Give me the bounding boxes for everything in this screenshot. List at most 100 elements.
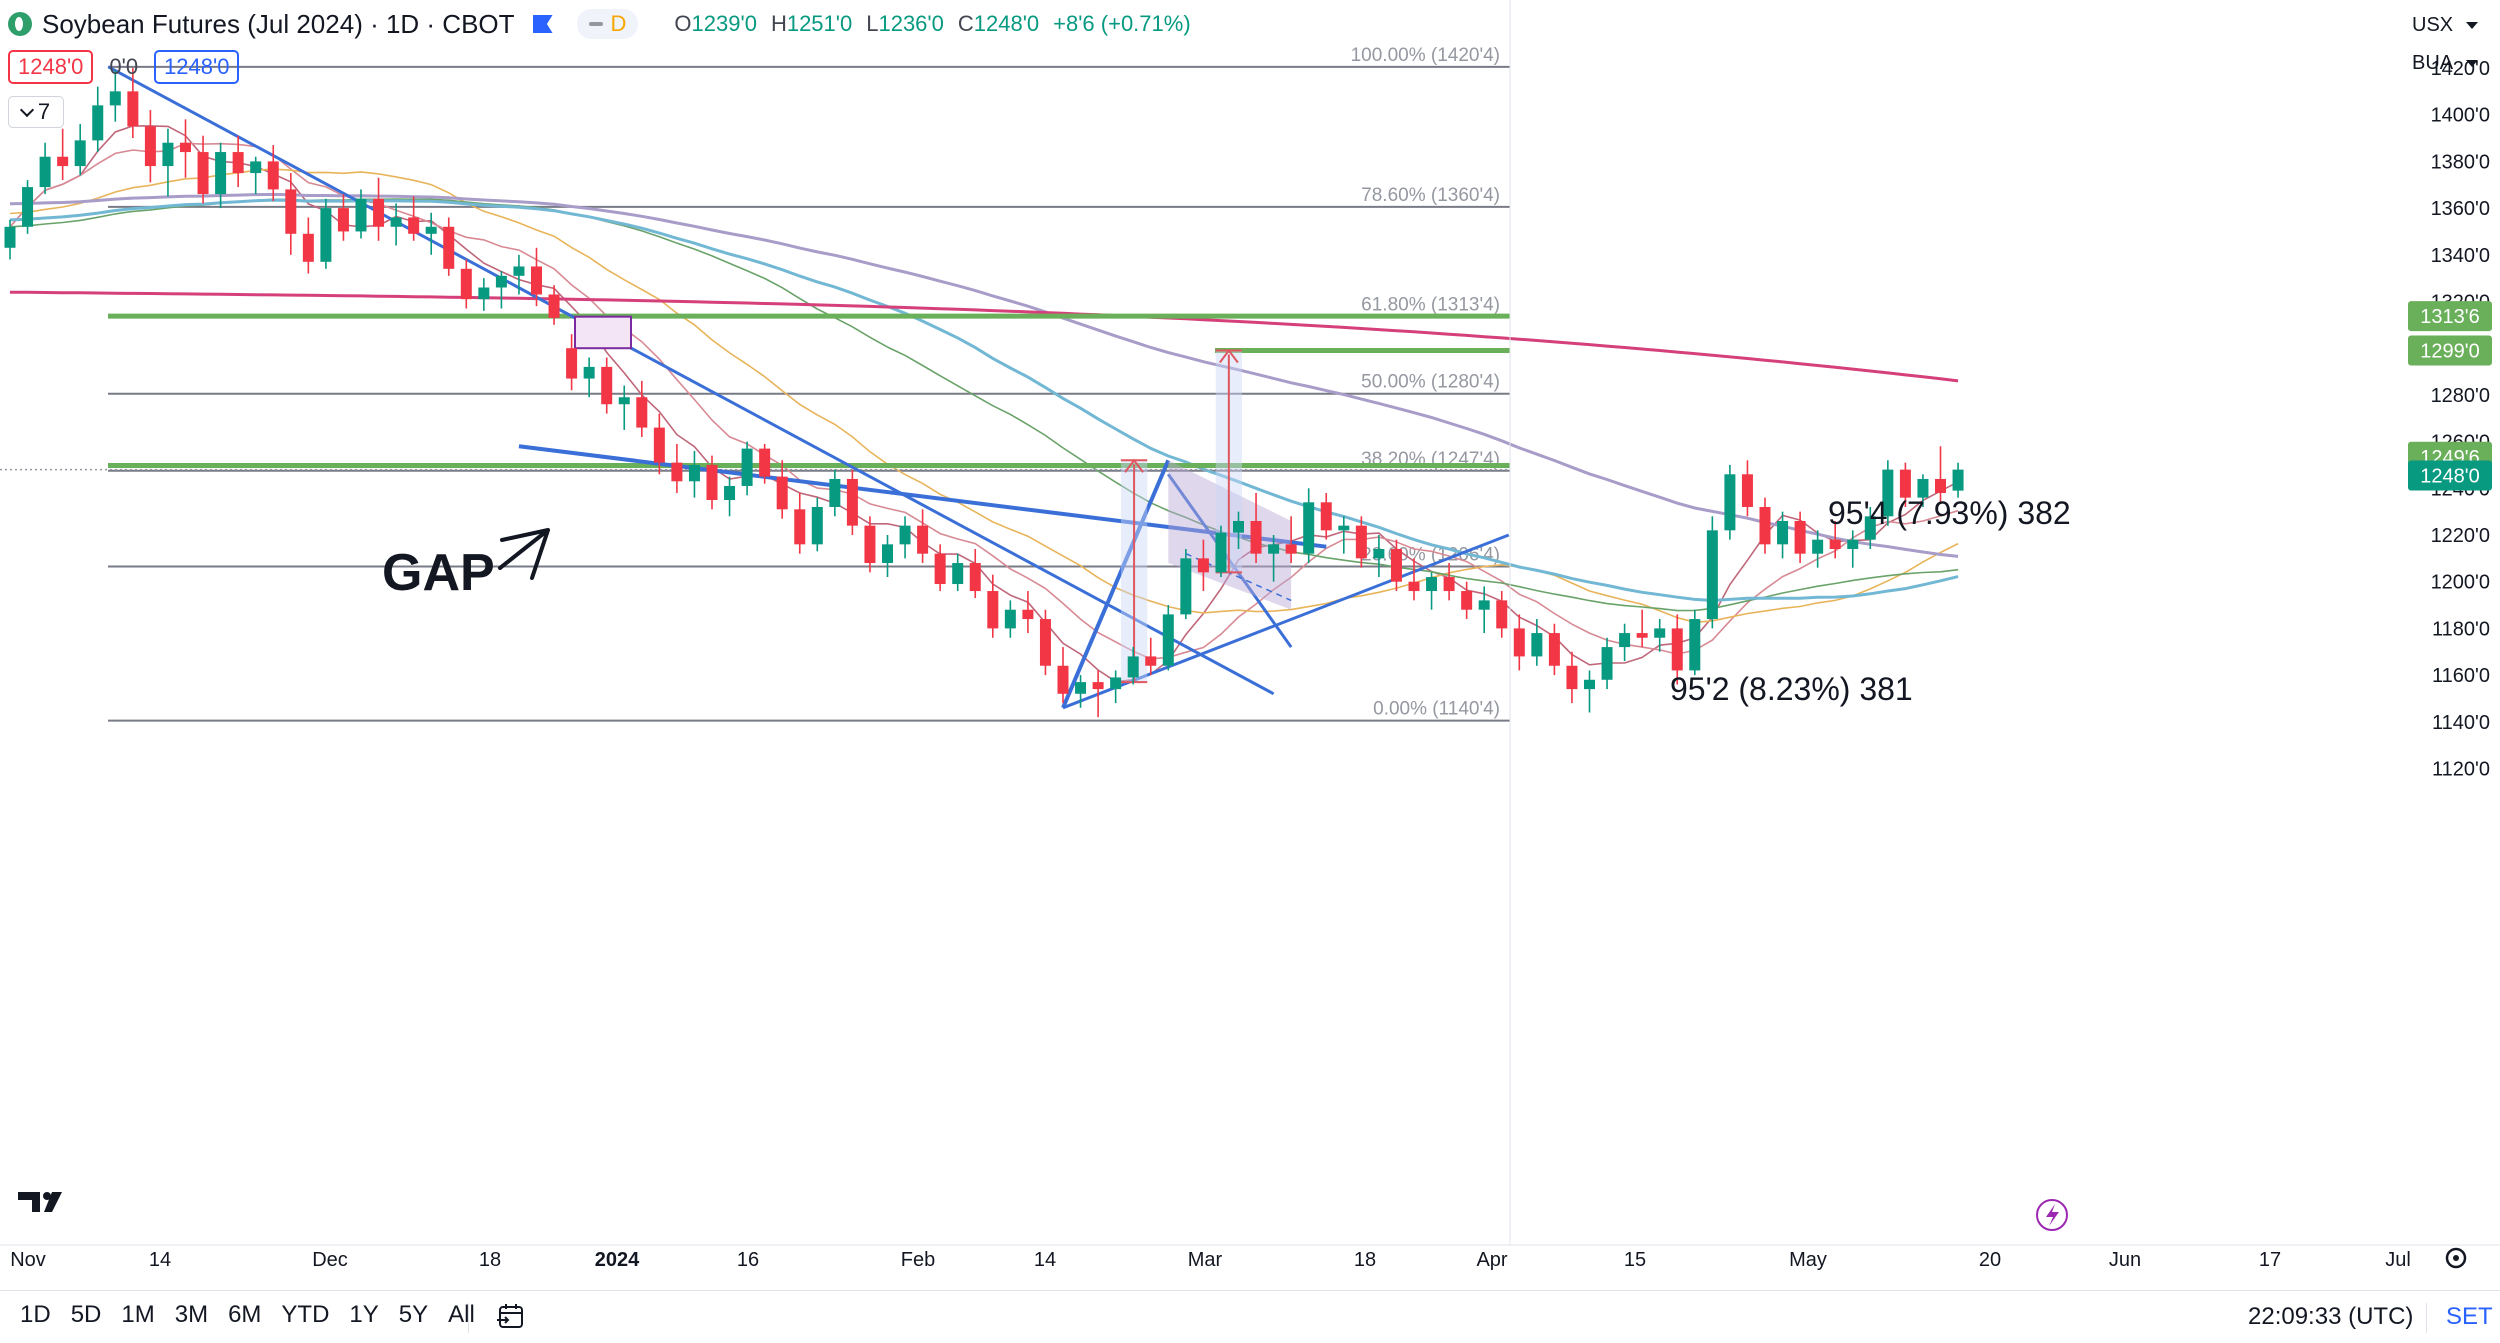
candle-body[interactable] [618,397,630,405]
flag-midline[interactable] [1185,552,1292,602]
candle-body[interactable] [460,268,472,300]
market-status-pill[interactable]: D [576,9,639,39]
candle-body[interactable] [1829,539,1841,550]
candle-body[interactable] [1794,520,1806,554]
candle-body[interactable] [1917,478,1929,498]
candle-body[interactable] [373,198,385,227]
candle-body[interactable] [1197,558,1209,573]
range-1m[interactable]: 1M [121,1301,155,1328]
candle-body[interactable] [1092,682,1104,690]
gap-box[interactable] [574,315,632,350]
candle-body[interactable] [917,525,929,554]
sell-price-box[interactable]: 1248'0 [8,50,94,84]
ma-fast-line[interactable] [9,125,1959,683]
gear-icon[interactable] [2445,1247,2467,1269]
candle-body[interactable] [724,485,736,500]
range-5d[interactable]: 5D [70,1301,102,1328]
candle-body[interactable] [22,187,34,227]
ma-10-line[interactable] [9,142,1959,660]
candle-body[interactable] [285,189,297,234]
candle-body[interactable] [1039,619,1051,666]
candle-body[interactable] [1426,577,1438,592]
candle-body[interactable] [811,506,823,545]
candle-body[interactable] [425,226,437,234]
candle-body[interactable] [1671,628,1683,671]
ma-20-line[interactable] [9,168,1959,624]
candle-body[interactable] [1619,633,1631,648]
candle-body[interactable] [601,366,613,405]
lightning-icon[interactable] [2036,1199,2068,1231]
impulse-leg-up[interactable] [1061,459,1171,709]
candle-body[interactable] [688,464,700,482]
candle-body[interactable] [1443,577,1455,592]
candle-body[interactable] [1636,633,1648,638]
candle-body[interactable] [1303,502,1315,554]
candle-body[interactable] [706,464,718,500]
candle-body[interactable] [1162,614,1174,666]
candle-body[interactable] [1057,665,1069,694]
candle-body[interactable] [1145,656,1157,666]
ma-100-line[interactable] [9,192,1959,558]
range-1d[interactable]: 1D [20,1301,51,1328]
candle-body[interactable] [882,544,893,564]
candle-body[interactable] [741,448,753,486]
candle-body[interactable] [1601,647,1613,680]
range-5y[interactable]: 5Y [398,1301,429,1328]
candle-body[interactable] [1566,665,1578,690]
candle-body[interactable] [232,152,244,174]
candle-body[interactable] [4,226,16,248]
ma-200-line[interactable] [9,290,1959,383]
candle-body[interactable] [1233,520,1244,533]
buy-price-box[interactable]: 1248'0 [154,50,240,84]
candle-body[interactable] [566,348,578,379]
candle-body[interactable] [846,478,858,526]
candle-body[interactable] [864,525,876,564]
candle-body[interactable] [1338,525,1350,531]
candle-body[interactable] [1812,539,1824,554]
candle-body[interactable] [443,226,455,269]
range-all[interactable]: All [448,1301,475,1328]
candle-body[interactable] [390,217,402,227]
candle-body[interactable] [1531,633,1543,657]
candle-body[interactable] [1548,633,1560,666]
candle-body[interactable] [952,563,964,585]
candle-body[interactable] [1461,591,1473,610]
candle-body[interactable] [829,478,841,507]
indicators-toggle-button[interactable]: 7 [8,96,64,128]
candle-body[interactable] [355,198,367,232]
candle-body[interactable] [1759,506,1771,545]
downtrend-line-upper[interactable] [107,65,1275,696]
candle-body[interactable] [144,126,156,167]
candle-body[interactable] [794,509,806,545]
candle-body[interactable] [1864,516,1876,540]
candle-body[interactable] [1408,581,1420,592]
range-1y[interactable]: 1Y [349,1301,379,1328]
candle-body[interactable] [215,152,227,195]
candle-body[interactable] [1355,525,1367,559]
candle-body[interactable] [1127,656,1139,678]
candle-body[interactable] [776,476,788,510]
candle-body[interactable] [1075,682,1087,694]
price-tag-1313[interactable] [2408,301,2492,332]
candle-body[interactable] [302,233,314,262]
candle-body[interactable] [127,91,139,127]
candle-body[interactable] [1250,520,1262,554]
candle-body[interactable] [1899,469,1911,498]
candle-body[interactable] [197,152,209,195]
candle-body[interactable] [1478,600,1490,610]
candle-body[interactable] [1689,619,1701,671]
candle-body[interactable] [1496,600,1508,629]
candle-body[interactable] [1741,474,1753,507]
candle-body[interactable] [337,208,349,232]
unit-selector[interactable]: BUA [2412,48,2478,78]
candle-body[interactable] [1320,502,1332,531]
candle-body[interactable] [92,105,104,141]
candle-body[interactable] [1654,628,1666,638]
candle-body[interactable] [653,427,665,463]
candle-body[interactable] [1390,549,1402,582]
candle-body[interactable] [1022,609,1034,620]
candle-body[interactable] [250,161,262,174]
candle-body[interactable] [1952,469,1964,491]
candle-body[interactable] [1004,609,1016,629]
ma-50-line[interactable] [9,198,1959,603]
